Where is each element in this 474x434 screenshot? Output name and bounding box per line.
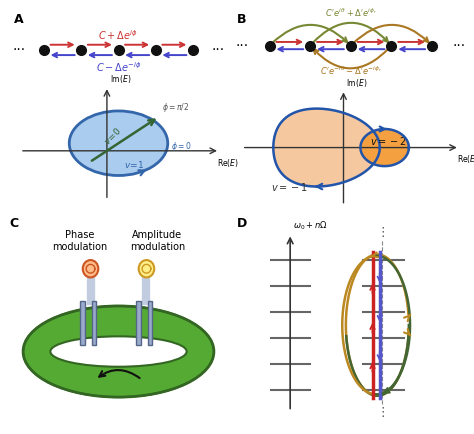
Polygon shape	[273, 108, 380, 187]
Text: Amplitude
modulation: Amplitude modulation	[130, 230, 185, 252]
Text: ···: ···	[13, 43, 26, 57]
Polygon shape	[360, 129, 409, 166]
Text: $C - \Delta e^{-i\phi}$: $C - \Delta e^{-i\phi}$	[96, 60, 141, 74]
Text: ···: ···	[211, 43, 224, 57]
Text: ···: ···	[236, 39, 249, 53]
Text: A: A	[14, 13, 24, 26]
Text: Re($E$): Re($E$)	[217, 157, 239, 168]
FancyBboxPatch shape	[136, 301, 141, 345]
Text: $\omega_0+n\Omega$: $\omega_0+n\Omega$	[292, 220, 327, 232]
FancyBboxPatch shape	[147, 301, 152, 345]
Text: Im($E$): Im($E$)	[110, 73, 131, 85]
Text: $C'e^{-i\theta}-\Delta'e^{-i\phi_r}$: $C'e^{-i\theta}-\Delta'e^{-i\phi_r}$	[319, 64, 382, 76]
Text: Im($E$): Im($E$)	[346, 77, 367, 89]
Ellipse shape	[50, 336, 187, 367]
Ellipse shape	[23, 306, 214, 397]
Text: $v=-1$: $v=-1$	[271, 181, 308, 194]
FancyBboxPatch shape	[80, 301, 85, 345]
Text: $v\!=\!0$: $v\!=\!0$	[101, 125, 124, 147]
Text: C: C	[9, 217, 18, 230]
FancyBboxPatch shape	[91, 301, 96, 345]
Text: Re($E$): Re($E$)	[457, 153, 474, 164]
Text: B: B	[237, 13, 246, 26]
Text: $\phi=\pi/2$: $\phi=\pi/2$	[162, 101, 189, 114]
Text: ···: ···	[453, 39, 465, 53]
Text: $v\!=\!1$: $v\!=\!1$	[124, 159, 145, 170]
Text: $C'e^{i\theta}+\Delta'e^{i\phi_r}$: $C'e^{i\theta}+\Delta'e^{i\phi_r}$	[325, 6, 377, 19]
Text: D: D	[237, 217, 247, 230]
Circle shape	[83, 260, 98, 277]
Circle shape	[139, 260, 154, 277]
Text: Phase
modulation: Phase modulation	[52, 230, 107, 252]
Text: $C + \Delta e^{i\phi}$: $C + \Delta e^{i\phi}$	[99, 28, 138, 42]
Text: $v=-2$: $v=-2$	[370, 135, 407, 147]
Circle shape	[69, 111, 168, 175]
Text: ⋮: ⋮	[376, 406, 388, 419]
Text: $\phi=0$: $\phi=0$	[171, 140, 191, 153]
Text: ⋮: ⋮	[376, 226, 388, 239]
